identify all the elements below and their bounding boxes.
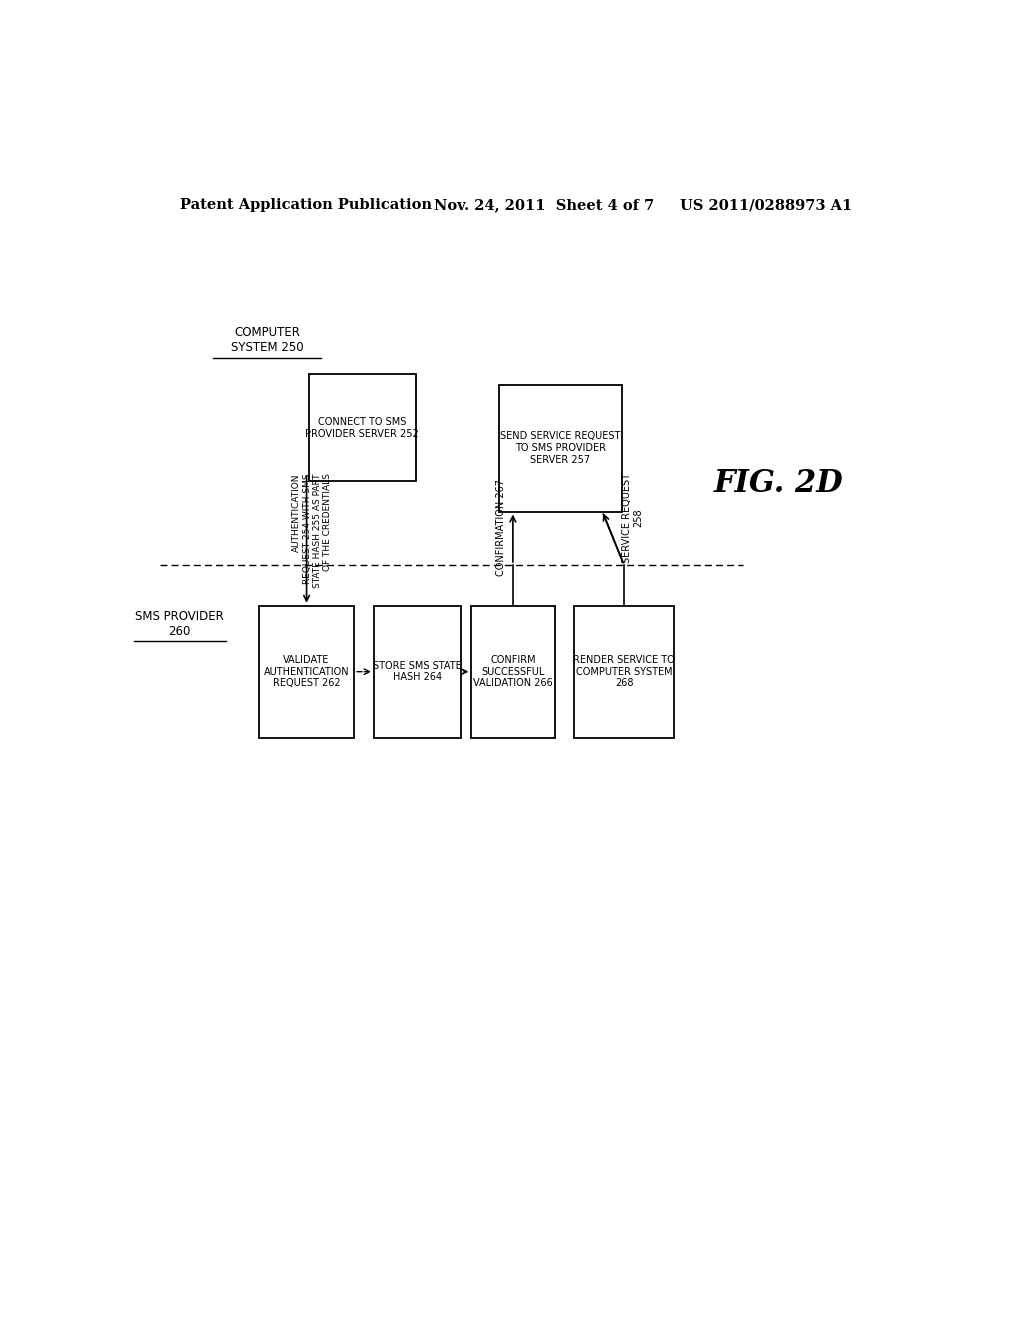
Text: COMPUTER
SYSTEM 250: COMPUTER SYSTEM 250 bbox=[230, 326, 303, 354]
Bar bbox=[308, 375, 416, 480]
Text: RENDER SERVICE TO
COMPUTER SYSTEM
268: RENDER SERVICE TO COMPUTER SYSTEM 268 bbox=[573, 655, 675, 688]
Text: US 2011/0288973 A1: US 2011/0288973 A1 bbox=[680, 198, 852, 213]
Text: STORE SMS STATE
HASH 264: STORE SMS STATE HASH 264 bbox=[374, 661, 462, 682]
Text: VALIDATE
AUTHENTICATION
REQUEST 262: VALIDATE AUTHENTICATION REQUEST 262 bbox=[264, 655, 349, 688]
Text: CONNECT TO SMS
PROVIDER SERVER 252: CONNECT TO SMS PROVIDER SERVER 252 bbox=[305, 417, 419, 438]
Text: Nov. 24, 2011  Sheet 4 of 7: Nov. 24, 2011 Sheet 4 of 7 bbox=[433, 198, 653, 213]
Bar bbox=[374, 606, 461, 738]
Text: AUTHENTICATION
REQUEST 254 WITH SMS
STATE HASH 255 AS PART
OF THE CREDENTIALS: AUTHENTICATION REQUEST 254 WITH SMS STAT… bbox=[292, 474, 333, 587]
Text: SEND SERVICE REQUEST
TO SMS PROVIDER
SERVER 257: SEND SERVICE REQUEST TO SMS PROVIDER SER… bbox=[501, 432, 621, 465]
Bar bbox=[574, 606, 674, 738]
Text: FIG. 2D: FIG. 2D bbox=[714, 469, 844, 499]
Text: CONFIRM
SUCCESSFUL
VALIDATION 266: CONFIRM SUCCESSFUL VALIDATION 266 bbox=[473, 655, 553, 688]
Bar bbox=[259, 606, 354, 738]
Text: SMS PROVIDER
260: SMS PROVIDER 260 bbox=[135, 610, 224, 638]
Bar bbox=[471, 606, 555, 738]
Text: Patent Application Publication: Patent Application Publication bbox=[179, 198, 431, 213]
Text: CONFIRMATION 267: CONFIRMATION 267 bbox=[496, 479, 506, 576]
Text: SERVICE REQUEST
258: SERVICE REQUEST 258 bbox=[623, 473, 644, 562]
Bar bbox=[499, 384, 622, 512]
